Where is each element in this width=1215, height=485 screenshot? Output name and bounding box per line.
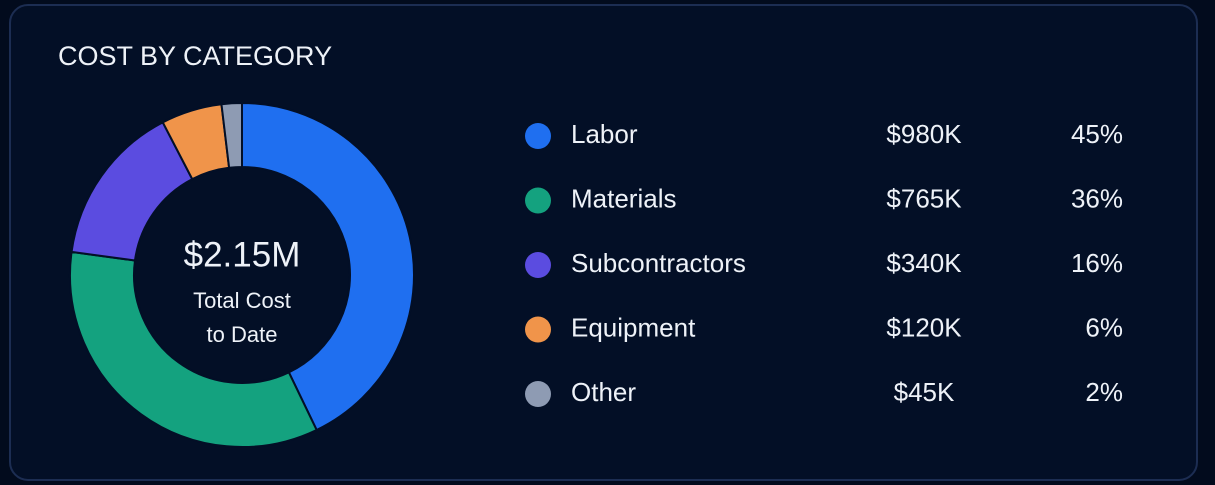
legend-label: Materials	[571, 183, 676, 213]
percent-label: 6%	[1085, 312, 1123, 342]
legend-swatch	[525, 316, 551, 343]
center-value: $2.15M	[184, 235, 301, 274]
legend: Labor $980K 45% Materials $765K 36% Subcontrac…	[525, 119, 1123, 407]
amount-label: $340K	[886, 248, 962, 278]
slice	[220, 101, 243, 169]
legend-swatch	[525, 187, 551, 214]
amount-label: $980K	[886, 119, 962, 149]
legend-swatch	[525, 381, 551, 407]
legend-label: Labor	[571, 119, 638, 149]
amount-label: $120K	[886, 312, 962, 342]
percent-label: 45%	[1071, 119, 1123, 149]
slice	[241, 101, 415, 432]
chart-title: COST BY CATEGORY	[58, 41, 332, 71]
amount-label: $45K	[894, 377, 955, 407]
amount-label: $765K	[886, 183, 962, 213]
percent-label: 2%	[1085, 377, 1123, 407]
center-caption: Total Cost	[193, 288, 291, 313]
donut	[69, 101, 415, 448]
percent-label: 36%	[1071, 183, 1123, 213]
slice	[69, 250, 318, 448]
center-caption: to Date	[207, 322, 278, 347]
legend-swatch	[525, 123, 551, 149]
legend-swatch	[525, 252, 551, 278]
legend-label: Equipment	[571, 312, 696, 342]
legend-label: Subcontractors	[571, 248, 746, 278]
legend-label: Other	[571, 377, 636, 407]
percent-label: 16%	[1071, 248, 1123, 278]
